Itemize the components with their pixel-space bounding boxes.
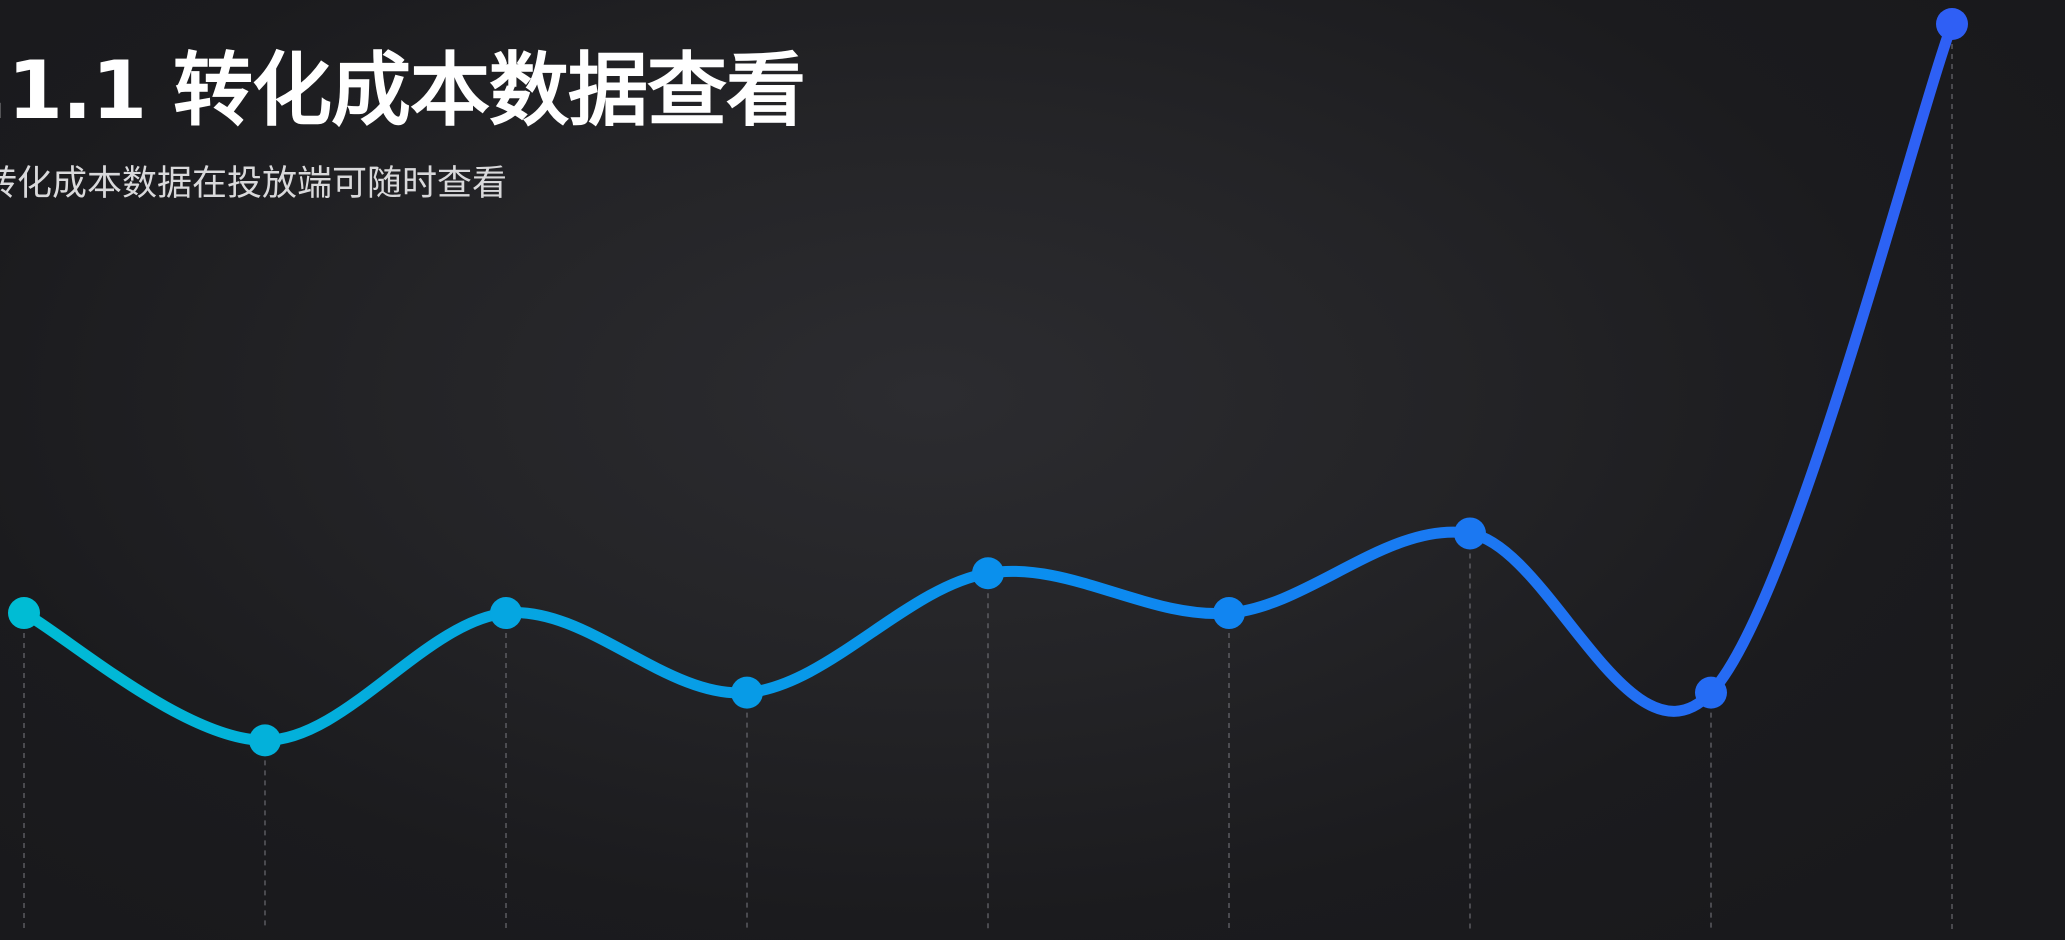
data-point-1 — [8, 597, 40, 630]
vertical-guides — [23, 24, 1953, 930]
data-point-5 — [972, 557, 1004, 590]
data-point-7 — [1454, 517, 1486, 550]
data-point-2 — [249, 724, 281, 757]
data-point-8 — [1695, 676, 1727, 709]
data-point-6 — [1213, 597, 1245, 630]
series-line — [18, 18, 1958, 746]
data-point-4 — [731, 676, 763, 709]
data-points — [8, 8, 1968, 757]
page-title: .1.1 转化成本数据查看 — [0, 44, 806, 137]
data-point-3 — [490, 597, 522, 630]
data-point-9 — [1936, 8, 1968, 40]
page-subtitle: 转化成本数据在投放端可随时查看 — [0, 164, 508, 204]
